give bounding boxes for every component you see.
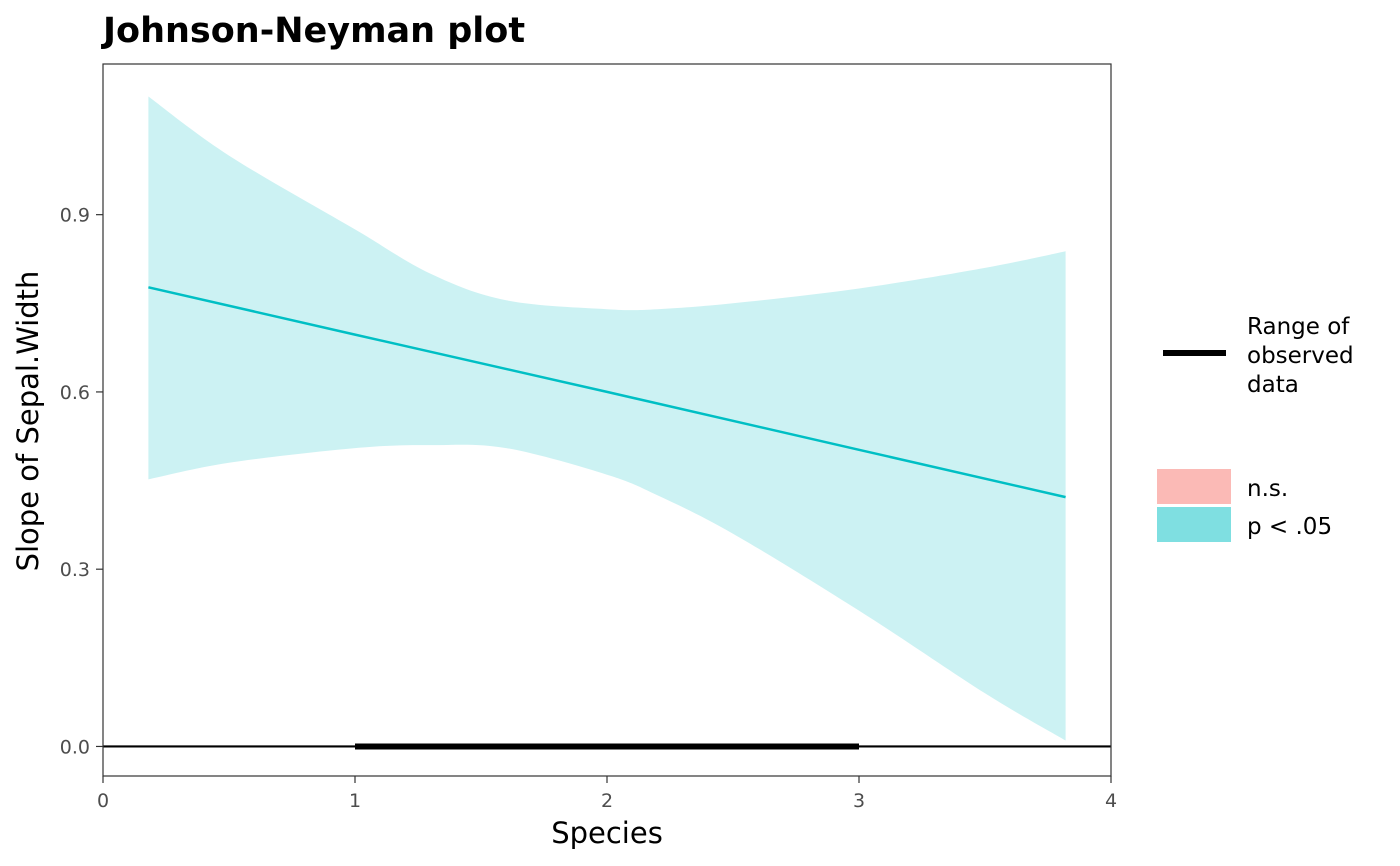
y-tick-label: 0.0	[60, 736, 90, 758]
plot-area	[102, 63, 1112, 777]
legend-label-ns: n.s.	[1247, 476, 1288, 502]
x-tick-label: 0	[97, 790, 109, 812]
y-tick-label: 0.9	[60, 205, 90, 227]
legend-range-label-line3: data	[1247, 372, 1299, 398]
legend-range-label-line1: Range of	[1247, 314, 1350, 340]
chart-title: Johnson-Neyman plot	[101, 11, 525, 51]
legend-label-significant: p < .05	[1247, 514, 1332, 540]
x-tick-label: 1	[349, 790, 361, 812]
y-tick-label: 0.6	[60, 382, 90, 404]
legend-range-label-line2: observed	[1247, 343, 1354, 369]
slope-line	[148, 286, 1066, 499]
confidence-band	[148, 96, 1066, 741]
x-tick-label: 4	[1105, 790, 1117, 812]
x-tick-label: 2	[601, 790, 613, 812]
y-axis-title: Slope of Sepal.Width	[11, 271, 45, 572]
legend-key-significant	[1157, 507, 1231, 542]
x-axis-title: Species	[551, 816, 663, 850]
y-tick-label: 0.3	[60, 559, 90, 581]
y-axis: 0.0 0.3 0.6 0.9	[60, 205, 103, 758]
legend: Range of observed data n.s. p < .05	[1157, 314, 1354, 542]
x-axis: 0 1 2 3 4	[97, 776, 1117, 812]
legend-key-ns	[1157, 469, 1231, 504]
x-tick-label: 3	[853, 790, 865, 812]
